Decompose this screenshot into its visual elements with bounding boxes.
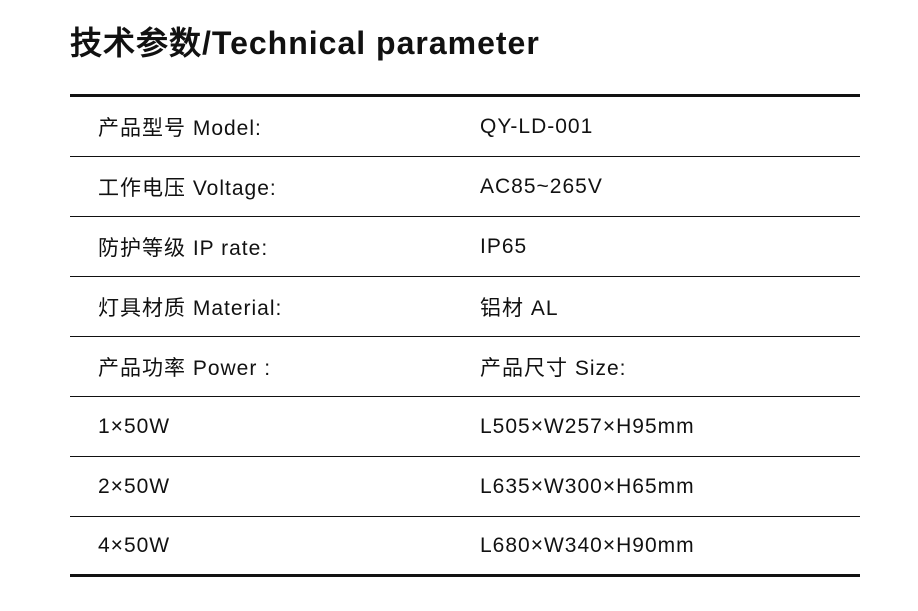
table-row: 2×50W L635×W300×H65mm: [70, 457, 860, 517]
row-value: L635×W300×H65mm: [440, 475, 860, 499]
title-cn: 技术参数: [70, 25, 202, 61]
table-row: 4×50W L680×W340×H90mm: [70, 517, 860, 577]
row-label: 4×50W: [70, 534, 440, 558]
table-row: 产品功率 Power : 产品尺寸 Size:: [70, 337, 860, 397]
row-label: 工作电压 Voltage:: [70, 172, 440, 202]
row-value: AC85~265V: [440, 175, 860, 199]
spec-table: 产品型号 Model: QY-LD-001 工作电压 Voltage: AC85…: [70, 94, 860, 577]
row-value: L505×W257×H95mm: [440, 415, 860, 439]
row-label: 1×50W: [70, 415, 440, 439]
table-row: 灯具材质 Material: 铝材 AL: [70, 277, 860, 337]
row-label: 产品型号 Model:: [70, 112, 440, 142]
row-value: 产品尺寸 Size:: [440, 352, 860, 382]
table-row: 防护等级 IP rate: IP65: [70, 217, 860, 277]
row-label: 防护等级 IP rate:: [70, 232, 440, 262]
page-title: 技术参数/Technical parameter: [70, 18, 858, 64]
table-row: 1×50W L505×W257×H95mm: [70, 397, 860, 457]
title-en: Technical parameter: [212, 25, 540, 61]
table-row: 产品型号 Model: QY-LD-001: [70, 97, 860, 157]
row-value: L680×W340×H90mm: [440, 534, 860, 558]
row-label: 2×50W: [70, 475, 440, 499]
table-row: 工作电压 Voltage: AC85~265V: [70, 157, 860, 217]
row-label: 灯具材质 Material:: [70, 292, 440, 322]
row-value: QY-LD-001: [440, 115, 860, 139]
row-value: 铝材 AL: [440, 292, 860, 322]
row-value: IP65: [440, 235, 860, 259]
row-label: 产品功率 Power :: [70, 352, 440, 382]
title-sep: /: [202, 25, 212, 61]
